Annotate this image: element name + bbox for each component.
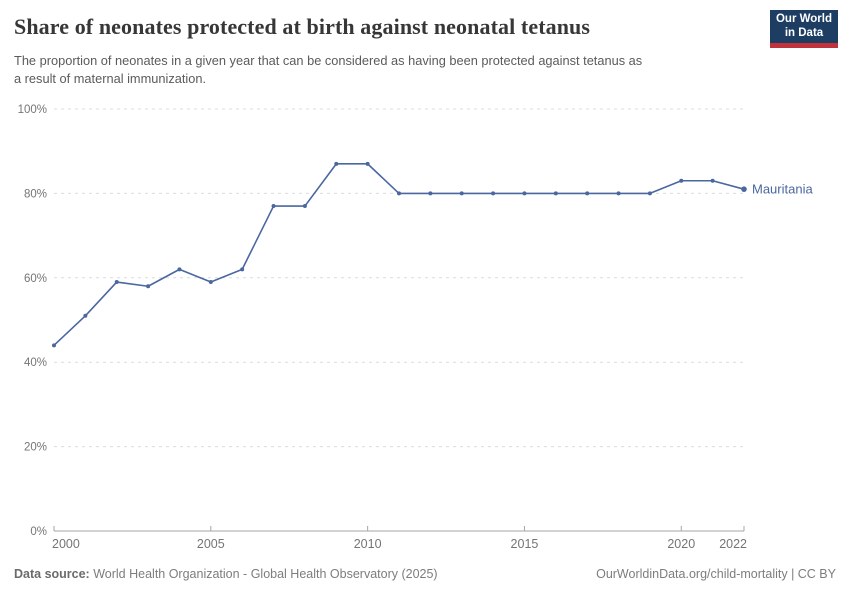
data-source-label: Data source: xyxy=(14,567,90,581)
series-label-mauritania[interactable]: Mauritania xyxy=(752,182,813,197)
data-point xyxy=(428,191,433,196)
y-tick-label: 0% xyxy=(30,526,47,538)
x-tick-label: 2000 xyxy=(52,537,80,551)
data-point xyxy=(647,191,652,196)
y-tick-label: 40% xyxy=(24,357,47,369)
data-point xyxy=(491,191,496,196)
data-point xyxy=(114,280,119,285)
data-point xyxy=(146,284,151,289)
y-tick-label: 100% xyxy=(18,104,47,116)
data-point xyxy=(271,204,276,209)
owid-logo-line2: in Data xyxy=(784,26,824,39)
chart-footer: Data source: World Health Organization -… xyxy=(14,567,836,581)
x-tick-label: 2005 xyxy=(197,537,225,551)
x-tick-label: 2022 xyxy=(719,537,747,551)
y-tick-label: 80% xyxy=(24,188,47,200)
data-point xyxy=(83,313,88,318)
page-title: Share of neonates protected at birth aga… xyxy=(14,14,591,39)
data-point xyxy=(365,161,370,166)
attribution-link[interactable]: OurWorldinData.org/child-mortality | CC … xyxy=(596,567,836,581)
y-tick-label: 20% xyxy=(24,442,47,454)
data-point xyxy=(240,267,245,272)
data-point xyxy=(334,161,339,166)
data-point xyxy=(397,191,401,196)
y-tick-label: 60% xyxy=(24,273,47,285)
data-point xyxy=(553,191,558,196)
data-point xyxy=(585,191,590,196)
x-tick-label: 2015 xyxy=(511,537,539,551)
data-point xyxy=(177,267,182,272)
owid-logo-line1: Our World xyxy=(775,12,832,25)
data-point xyxy=(741,186,747,192)
data-point xyxy=(710,178,715,183)
data-point xyxy=(459,191,464,196)
data-point xyxy=(616,191,621,196)
chart-subtitle: The proportion of neonates in a given ye… xyxy=(14,53,643,86)
series-line-mauritania xyxy=(53,163,745,346)
data-point xyxy=(522,191,527,196)
data-source-value: World Health Organization - Global Healt… xyxy=(93,567,438,581)
data-point xyxy=(679,178,684,183)
x-tick-label: 2010 xyxy=(354,537,382,551)
owid-logo[interactable]: Our World in Data xyxy=(770,10,838,48)
data-point xyxy=(208,280,213,285)
data-point xyxy=(52,343,56,348)
line-chart: 0% 20% 40% 60% 80% 100% 2000 2005 2010 2015 2020 20… xyxy=(18,104,814,551)
x-tick-label: 2020 xyxy=(667,537,695,551)
data-point xyxy=(302,204,307,209)
data-source: Data source: World Health Organization -… xyxy=(14,567,438,581)
